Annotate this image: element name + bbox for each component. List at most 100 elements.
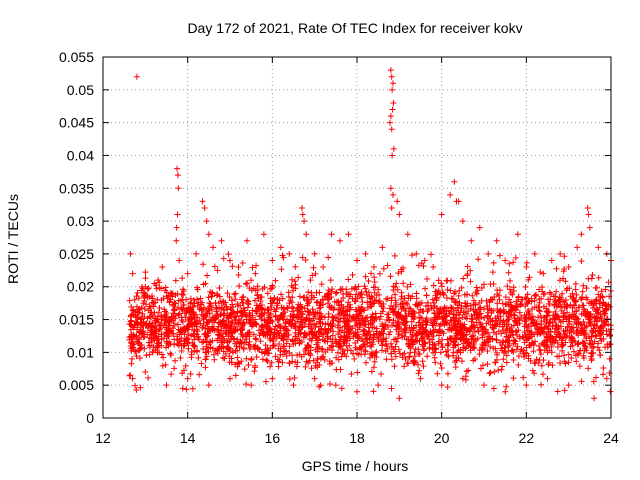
data-point	[236, 340, 243, 347]
data-point	[562, 278, 569, 285]
data-point	[392, 303, 399, 310]
data-point	[593, 333, 600, 340]
data-point	[379, 320, 386, 327]
data-point	[275, 329, 282, 336]
data-point	[346, 329, 353, 336]
data-point	[445, 353, 452, 360]
data-point	[339, 327, 346, 334]
data-point	[499, 323, 506, 330]
data-point	[538, 381, 545, 388]
data-point	[554, 388, 561, 395]
data-point	[346, 342, 353, 349]
data-point	[454, 349, 461, 356]
data-point	[262, 346, 269, 353]
y-tick-label: 0.02	[67, 279, 94, 295]
data-point	[384, 311, 391, 318]
data-point	[184, 307, 191, 314]
data-point	[199, 324, 206, 331]
data-point	[235, 271, 242, 278]
data-point	[536, 308, 543, 315]
data-point	[303, 344, 310, 351]
data-point	[456, 287, 463, 294]
data-point	[465, 367, 472, 374]
data-point	[560, 328, 567, 335]
data-point	[432, 359, 439, 366]
data-point	[573, 358, 580, 365]
data-point	[555, 297, 562, 304]
data-point	[384, 343, 391, 350]
data-point	[151, 337, 158, 344]
data-point	[298, 204, 305, 211]
data-point	[418, 315, 425, 322]
data-point	[510, 337, 517, 344]
data-point	[317, 382, 324, 389]
data-point	[220, 343, 227, 350]
data-point	[243, 312, 250, 319]
data-point	[471, 345, 478, 352]
data-point	[422, 319, 429, 326]
data-point	[156, 304, 163, 311]
data-point	[376, 300, 383, 307]
data-point	[338, 298, 345, 305]
data-point	[479, 334, 486, 341]
data-point	[516, 316, 523, 323]
data-point	[316, 383, 323, 390]
data-point	[281, 325, 288, 332]
data-point	[543, 308, 550, 315]
data-point	[342, 334, 349, 341]
data-point	[129, 270, 136, 277]
data-point	[430, 264, 437, 271]
data-point	[486, 299, 493, 306]
data-point	[418, 260, 425, 267]
data-point	[235, 320, 242, 327]
data-point	[388, 385, 395, 392]
data-point	[209, 337, 216, 344]
data-point	[555, 329, 562, 336]
y-tick-label: 0.055	[59, 49, 94, 65]
data-point	[411, 357, 418, 364]
data-point	[352, 340, 359, 347]
data-point	[221, 301, 228, 308]
data-point	[543, 345, 550, 352]
data-point	[556, 353, 563, 360]
data-point	[559, 342, 566, 349]
data-point	[459, 218, 466, 225]
data-point	[513, 303, 520, 310]
data-point	[379, 308, 386, 315]
data-point	[178, 335, 185, 342]
data-point	[196, 371, 203, 378]
data-point	[225, 324, 232, 331]
data-point	[243, 333, 250, 340]
data-point	[456, 311, 463, 318]
data-point	[332, 336, 339, 343]
data-point	[464, 263, 471, 270]
data-point	[438, 382, 445, 389]
data-point	[248, 355, 255, 362]
data-point	[527, 357, 534, 364]
data-point	[378, 371, 385, 378]
data-point	[420, 363, 427, 370]
data-point	[388, 297, 395, 304]
data-point	[444, 370, 451, 377]
data-point	[591, 395, 598, 402]
data-point	[168, 290, 175, 297]
data-point	[133, 73, 140, 80]
data-point	[404, 301, 411, 308]
data-point	[175, 342, 182, 349]
data-point	[595, 244, 602, 251]
data-point	[486, 370, 493, 377]
data-point	[172, 357, 179, 364]
data-point	[277, 312, 284, 319]
data-point	[512, 340, 519, 347]
data-point	[499, 363, 506, 370]
data-point	[401, 333, 408, 340]
data-point	[310, 321, 317, 328]
data-point	[243, 237, 250, 244]
data-point	[404, 283, 411, 290]
data-point	[475, 328, 482, 335]
data-point	[259, 285, 266, 292]
data-point	[453, 354, 460, 361]
data-point	[256, 332, 263, 339]
data-point	[253, 320, 260, 327]
data-point	[588, 275, 595, 282]
